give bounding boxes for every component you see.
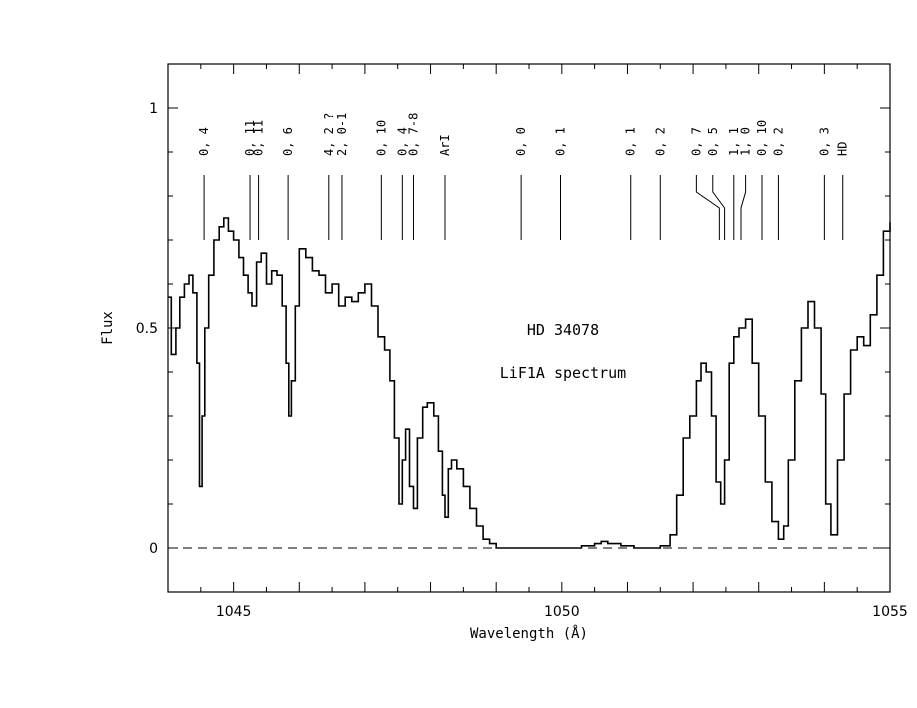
line-id-label: 0, 0 xyxy=(514,127,528,156)
line-id-tick xyxy=(740,175,747,240)
line-id-label: ArI xyxy=(438,134,452,156)
annotation-spectrum-name: LiF1A spectrum xyxy=(500,364,626,382)
x-tick-label: 1050 xyxy=(544,604,580,620)
line-id-label: 4, 2 ? xyxy=(322,113,336,156)
line-id-label: 0, 7-8 xyxy=(406,113,420,156)
line-id-label: 2, 0-1 xyxy=(335,113,349,156)
line-id-label: 0, 3 xyxy=(817,127,831,156)
x-tick-label: 1045 xyxy=(216,604,252,620)
line-id-markers: 0, 4 0, 110, 11 0, 6 4, 2 ? 2, 0-1 0, 10 0, 40… xyxy=(197,113,850,240)
line-id-label: 1, 1 xyxy=(727,127,741,156)
line-id-label: 0, 5 xyxy=(706,127,720,156)
line-id-label: 0, 2 xyxy=(653,127,667,156)
line-id-label: 0, 11 xyxy=(243,120,257,156)
line-id-label: 0, 6 xyxy=(281,127,295,156)
line-id-label: 0, 4 xyxy=(395,127,409,156)
x-tick-label: 1055 xyxy=(872,604,908,620)
line-id-label: 0, 10 xyxy=(374,120,388,156)
y-axis-label: Flux xyxy=(100,311,116,345)
x-ticks: 1045 1050 1055 xyxy=(167,64,908,620)
y-ticks: 00.51 xyxy=(136,63,890,593)
spectrum-series-line xyxy=(168,217,891,549)
y-tick-label: 0.5 xyxy=(136,321,158,337)
line-id-tick xyxy=(695,175,720,240)
line-id-tick xyxy=(712,175,726,240)
line-id-label: HD xyxy=(836,142,850,156)
line-id-label: 0, 4 xyxy=(197,127,211,156)
line-id-label: 0, 10 xyxy=(755,120,769,156)
line-id-label: 0, 2 xyxy=(771,127,785,156)
line-id-label: 0, 1 xyxy=(624,127,638,156)
annotation-star-name: HD 34078 xyxy=(527,321,599,339)
y-tick-label: 0 xyxy=(149,541,158,557)
x-axis-label: Wavelength (Å) xyxy=(470,625,588,642)
line-id-label: 1, 0 xyxy=(739,127,753,156)
line-id-label: 0, 11 xyxy=(252,120,266,156)
line-id-label: 0, 1 xyxy=(554,127,568,156)
y-tick-label: 1 xyxy=(149,101,158,117)
line-id-label: 0, 7 xyxy=(689,127,703,156)
